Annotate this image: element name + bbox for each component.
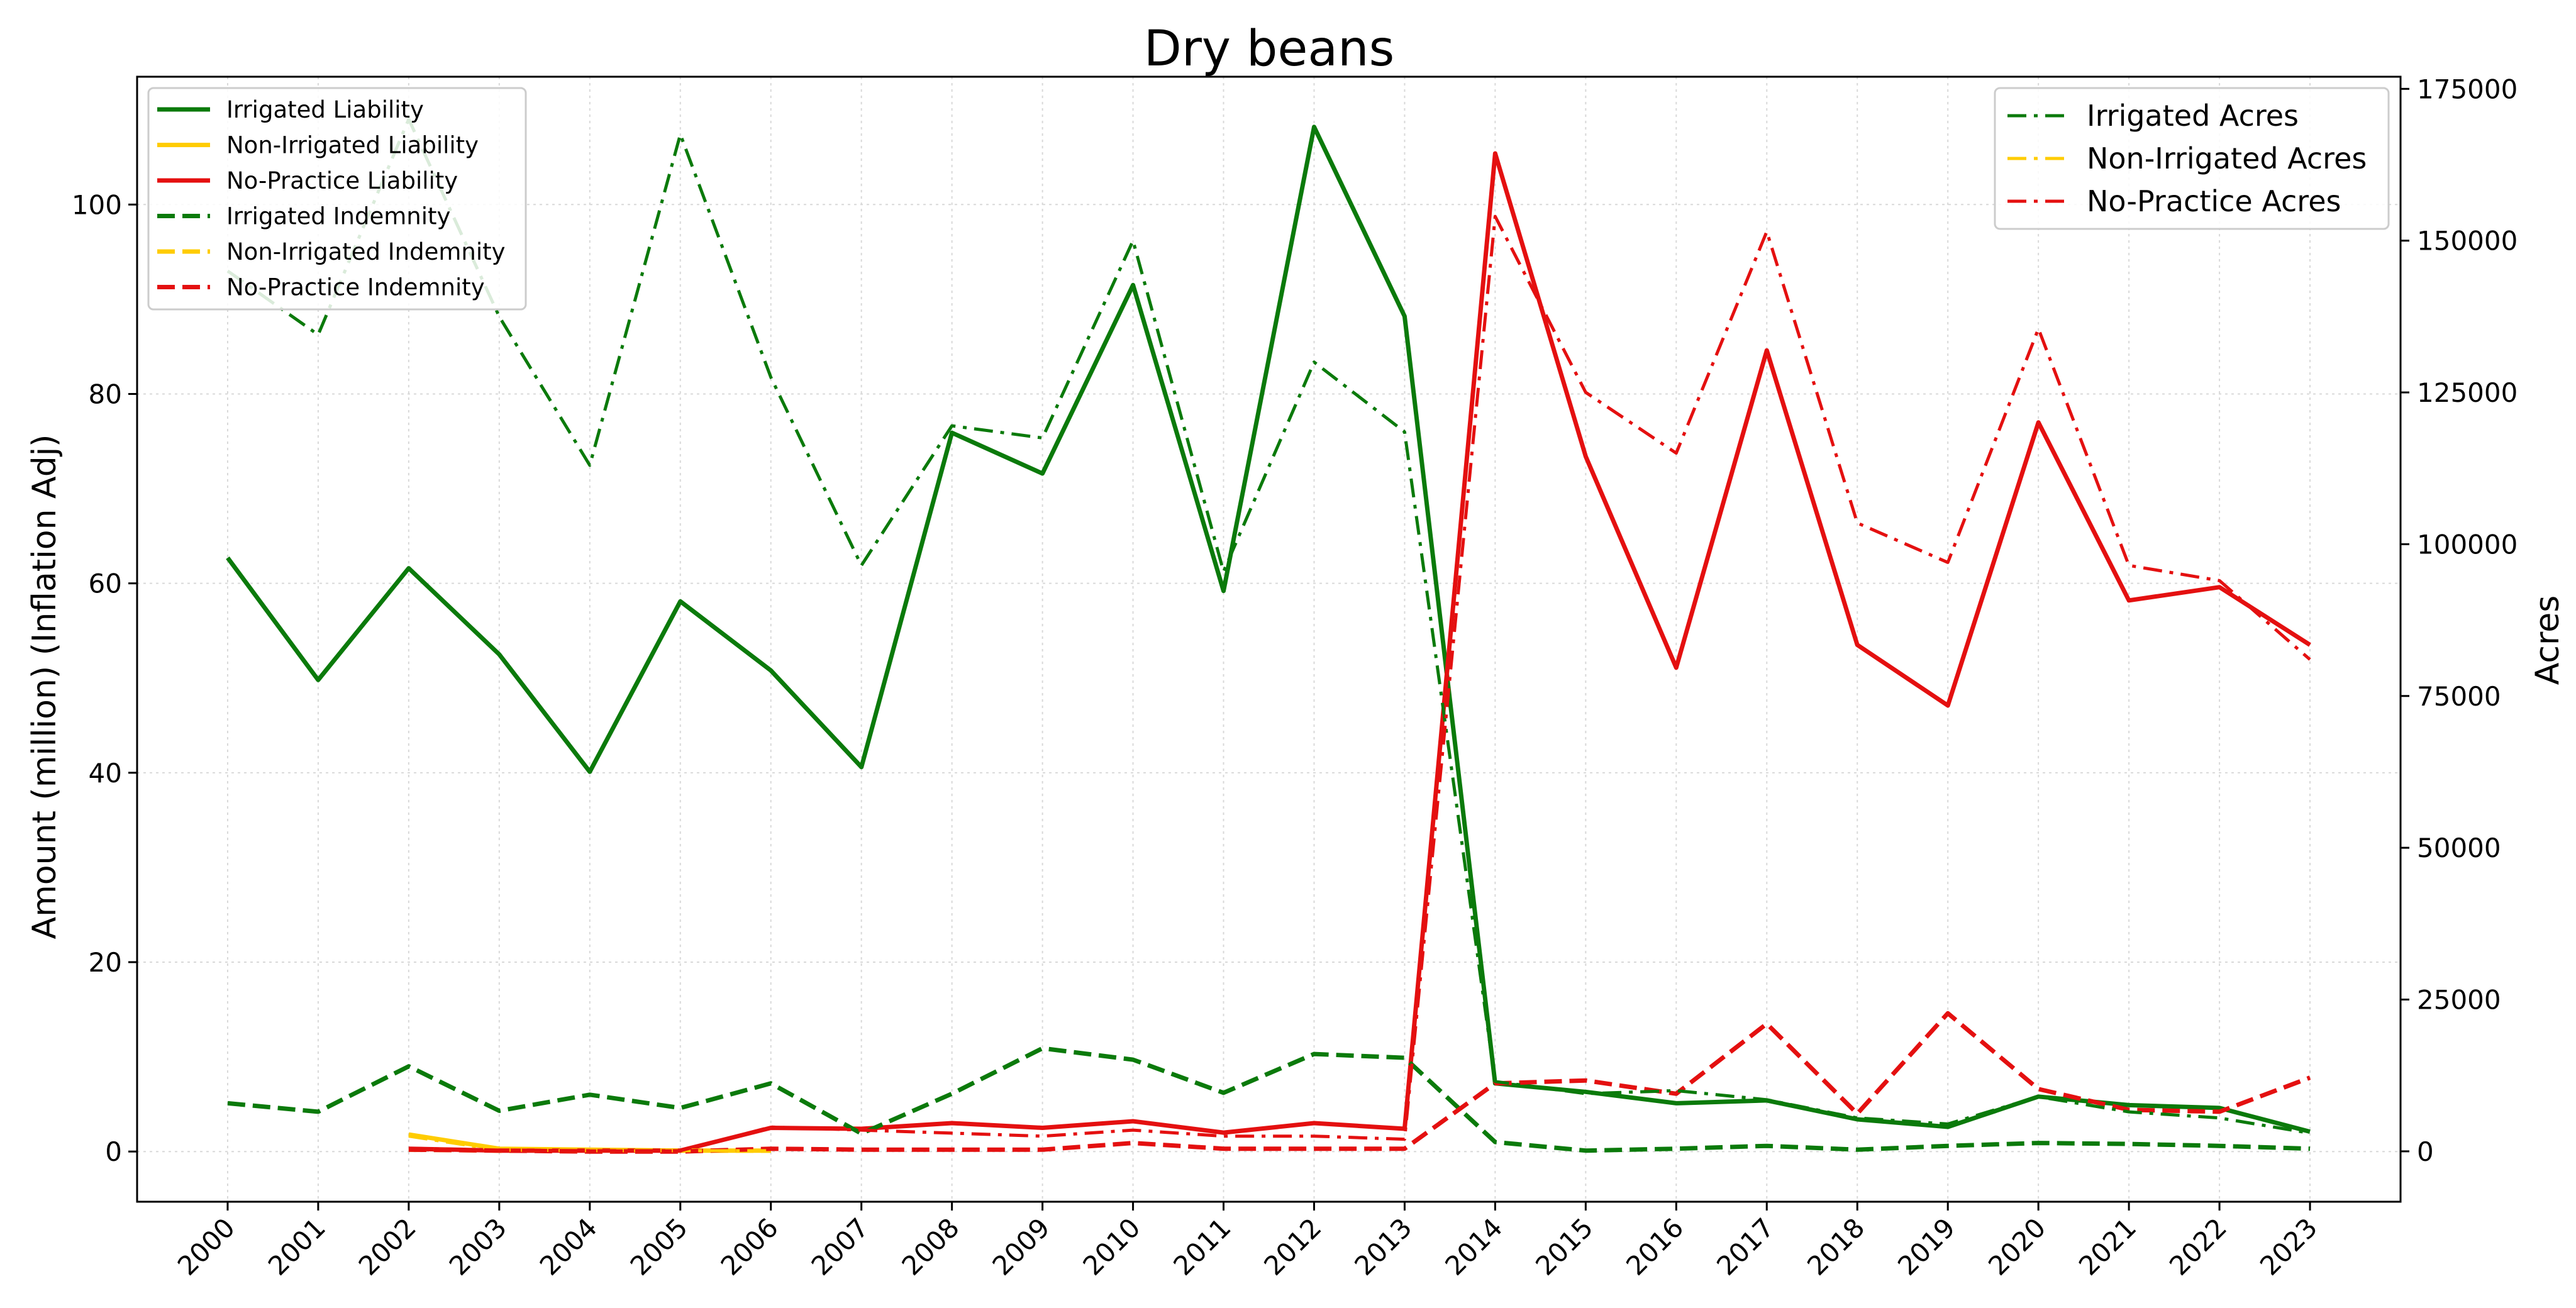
x-tick-label: 2008 <box>896 1212 965 1281</box>
x-tick-label: 2012 <box>1258 1212 1327 1281</box>
series-lines <box>226 118 2311 1154</box>
y-left-tick-label: 80 <box>89 379 122 409</box>
y-right-tick-label: 75000 <box>2417 681 2501 712</box>
series-no-practice-acres <box>408 214 2311 1153</box>
y-left-tick-label: 60 <box>89 568 122 599</box>
x-tick-label: 2014 <box>1439 1212 1508 1281</box>
x-tick-label: 2001 <box>262 1212 331 1281</box>
series-no-practice-indemnity <box>408 1011 2311 1154</box>
legend-label-non-irrigated-indemnity: Non-Irrigated Indemnity <box>226 238 506 265</box>
y-right-tick-label: 175000 <box>2417 74 2518 104</box>
series-irrigated-indemnity <box>227 1046 2311 1153</box>
legend-label-irrigated-liability: Irrigated Liability <box>226 96 424 123</box>
x-tick-label: 2021 <box>2073 1212 2142 1281</box>
legend-right-frame <box>1994 87 2390 230</box>
y-right-tick-label: 100000 <box>2417 529 2518 560</box>
x-tick-label: 2002 <box>353 1212 422 1281</box>
series-irrigated-liability <box>226 125 2311 1134</box>
x-tick-label: 2000 <box>172 1212 241 1281</box>
x-tick-label: 2016 <box>1620 1212 1689 1281</box>
y-right-tick-label: 150000 <box>2417 226 2518 257</box>
x-tick-label: 2005 <box>625 1212 694 1281</box>
x-tick-label: 2010 <box>1077 1212 1146 1281</box>
y-left-tick-label: 100 <box>72 189 122 220</box>
legend-left-frame <box>147 87 527 311</box>
legend-label-no-practice-liability: No-Practice Liability <box>226 167 458 194</box>
x-tick-label: 2007 <box>806 1212 875 1281</box>
y-right-tick-label: 0 <box>2417 1136 2434 1167</box>
x-tick-label: 2020 <box>1982 1212 2051 1281</box>
x-tick-label: 2003 <box>443 1212 513 1281</box>
y-axis-left-title: Amount (million) (Inflation Adj) <box>26 435 64 939</box>
legend-label-irrigated-indemnity: Irrigated Indemnity <box>226 203 450 230</box>
x-tick-label: 2004 <box>534 1212 603 1281</box>
y-left-tick-label: 20 <box>89 947 122 978</box>
y-left-tick-label: 40 <box>89 758 122 789</box>
legend-label-non-irrigated-acres: Non-Irrigated Acres <box>2087 141 2367 175</box>
x-tick-label: 2006 <box>715 1212 784 1281</box>
x-tick-label: 2018 <box>1801 1212 1870 1281</box>
y-right-tick-label: 25000 <box>2417 985 2501 1016</box>
series-no-practice-liability <box>408 151 2311 1153</box>
y-right-tick-label: 50000 <box>2417 833 2501 863</box>
legend-label-irrigated-acres: Irrigated Acres <box>2087 99 2299 133</box>
legend-right: Irrigated Acres Non-Irrigated Acres No-Pra… <box>1994 87 2390 230</box>
series-non-irrigated-acres <box>408 1134 771 1153</box>
x-tick-label: 2013 <box>1348 1212 1418 1281</box>
x-tick-label: 2022 <box>2163 1212 2233 1281</box>
series-irrigated-acres <box>226 118 2311 1135</box>
plot-frame <box>136 75 2402 1203</box>
x-tick-label: 2017 <box>1711 1212 1780 1281</box>
chart-title: Dry beans <box>1144 21 1394 77</box>
y-axis-right-title: Acres <box>2529 596 2567 685</box>
x-tick-label: 2009 <box>986 1212 1055 1281</box>
x-tick-label: 2019 <box>1892 1212 1961 1281</box>
y-right-tick-label: 125000 <box>2417 377 2518 408</box>
x-tick-label: 2011 <box>1167 1212 1236 1281</box>
legend-label-non-irrigated-liability: Non-Irrigated Liability <box>226 132 479 159</box>
legend-label-no-practice-acres: No-Practice Acres <box>2087 184 2341 218</box>
grid <box>137 77 2401 1202</box>
legend-label-no-practice-indemnity: No-Practice Indemnity <box>226 274 485 301</box>
x-tick-label: 2015 <box>1530 1212 1599 1281</box>
y-left-tick-label: 0 <box>105 1136 122 1167</box>
x-tick-label: 2023 <box>2254 1212 2323 1281</box>
legend-left: Irrigated Liability Non-Irrigated Liabili… <box>147 87 527 311</box>
